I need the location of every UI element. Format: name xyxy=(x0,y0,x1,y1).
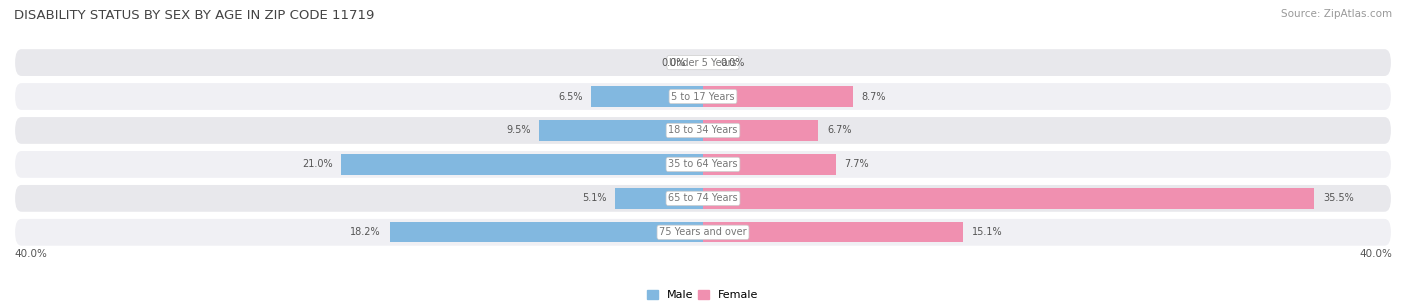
Text: 35 to 64 Years: 35 to 64 Years xyxy=(668,159,738,169)
Bar xyxy=(591,86,703,107)
Text: 40.0%: 40.0% xyxy=(14,249,46,259)
Legend: Male, Female: Male, Female xyxy=(643,285,763,304)
Text: 18 to 34 Years: 18 to 34 Years xyxy=(668,126,738,136)
Text: Under 5 Years: Under 5 Years xyxy=(669,57,737,67)
Text: 5 to 17 Years: 5 to 17 Years xyxy=(671,92,735,102)
FancyBboxPatch shape xyxy=(14,184,1392,213)
Bar xyxy=(703,120,818,141)
Text: 65 to 74 Years: 65 to 74 Years xyxy=(668,193,738,203)
FancyBboxPatch shape xyxy=(14,218,1392,247)
Text: 5.1%: 5.1% xyxy=(582,193,606,203)
Text: 75 Years and over: 75 Years and over xyxy=(659,227,747,237)
Bar xyxy=(540,120,703,141)
Text: 18.2%: 18.2% xyxy=(350,227,381,237)
Bar xyxy=(703,222,963,243)
Text: DISABILITY STATUS BY SEX BY AGE IN ZIP CODE 11719: DISABILITY STATUS BY SEX BY AGE IN ZIP C… xyxy=(14,9,374,22)
Text: 40.0%: 40.0% xyxy=(1360,249,1392,259)
Text: 6.5%: 6.5% xyxy=(558,92,582,102)
Text: 35.5%: 35.5% xyxy=(1323,193,1354,203)
Text: 9.5%: 9.5% xyxy=(506,126,531,136)
Text: 15.1%: 15.1% xyxy=(972,227,1002,237)
Text: 0.0%: 0.0% xyxy=(720,57,745,67)
Bar xyxy=(703,188,1315,209)
Bar xyxy=(703,86,853,107)
Bar xyxy=(389,222,703,243)
Text: 8.7%: 8.7% xyxy=(862,92,886,102)
FancyBboxPatch shape xyxy=(14,116,1392,145)
Bar xyxy=(616,188,703,209)
Text: 7.7%: 7.7% xyxy=(844,159,869,169)
Bar xyxy=(342,154,703,174)
Text: 0.0%: 0.0% xyxy=(661,57,686,67)
Text: Source: ZipAtlas.com: Source: ZipAtlas.com xyxy=(1281,9,1392,19)
FancyBboxPatch shape xyxy=(14,48,1392,77)
FancyBboxPatch shape xyxy=(14,150,1392,179)
Text: 21.0%: 21.0% xyxy=(302,159,333,169)
Bar xyxy=(703,154,835,174)
FancyBboxPatch shape xyxy=(14,82,1392,111)
Text: 6.7%: 6.7% xyxy=(827,126,852,136)
